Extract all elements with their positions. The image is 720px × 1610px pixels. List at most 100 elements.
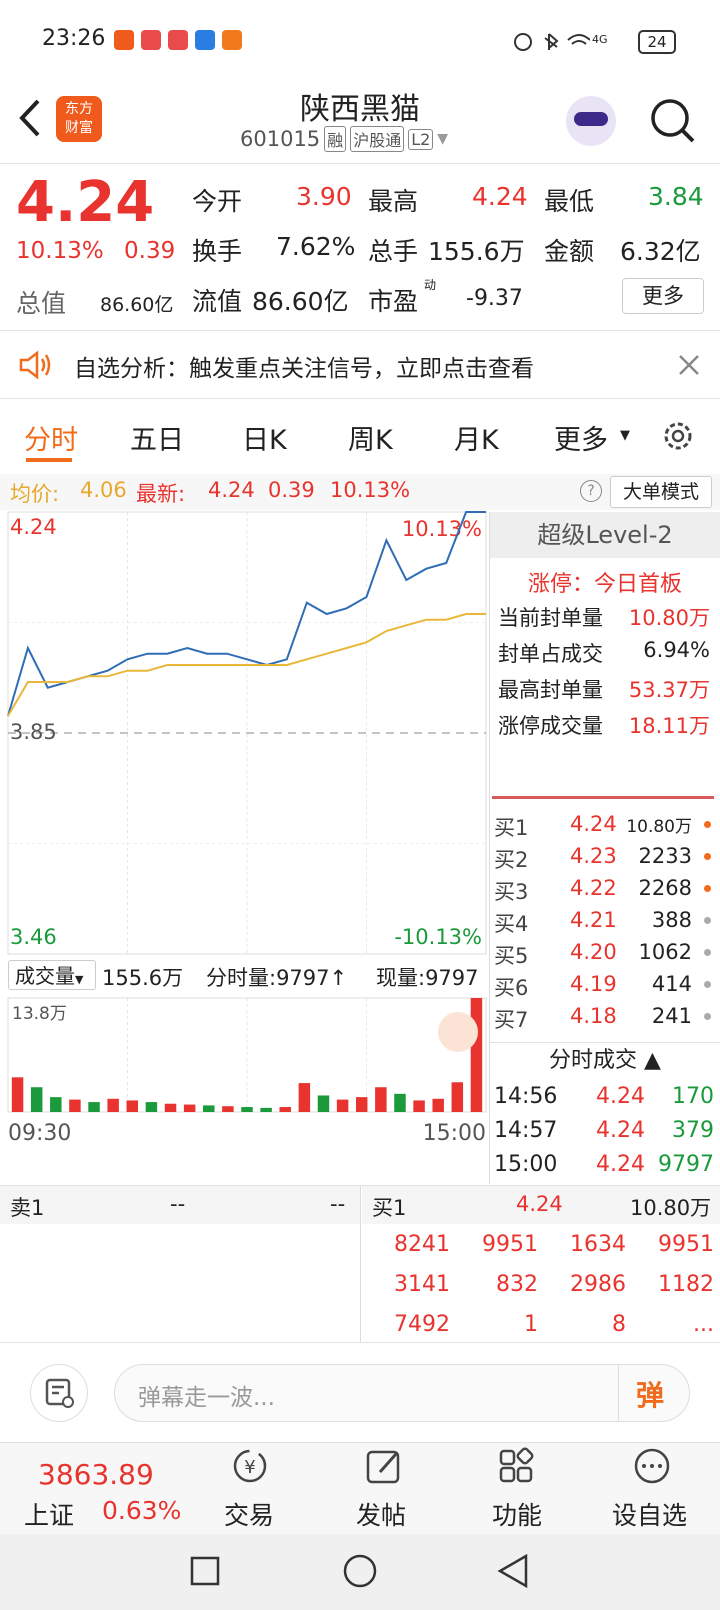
system-buttons[interactable] — [186, 1550, 546, 1594]
dropdown-arrow: ▼ — [620, 428, 630, 443]
volume-bar — [183, 1104, 196, 1112]
tick-time: 14:57 — [494, 1118, 558, 1143]
book-volume: 241 — [651, 1004, 692, 1028]
field-label: 最高 — [368, 187, 419, 216]
index-value[interactable]: 3863.89 — [38, 1458, 154, 1491]
tab[interactable]: 日K — [242, 425, 287, 456]
price-chart: 4.24 3.85 3.46 10.13% -10.13% — [7, 511, 487, 955]
latest-change-pct: 10.13% — [330, 478, 411, 502]
app-logo[interactable]: 东方 财富 — [56, 96, 102, 142]
speaker-icon — [19, 350, 51, 380]
queue-cell: 3141 — [394, 1272, 450, 1297]
panel-divider — [489, 512, 490, 1184]
mode-button[interactable]: 大单模式 — [610, 476, 712, 508]
avg-value: 4.06 — [80, 478, 127, 502]
ticks-header[interactable]: 分时成交 ▲ — [490, 1042, 720, 1079]
tick-price: 4.24 — [596, 1118, 645, 1143]
back-button[interactable] — [14, 98, 44, 138]
logo-text: 东方 — [65, 101, 93, 117]
field-label: 金额 — [544, 237, 595, 266]
queue-cell: 1182 — [658, 1272, 714, 1297]
banner-text[interactable]: 自选分析：触发重点关注信号，立即点击查看 — [74, 356, 534, 382]
close-button[interactable] — [678, 354, 700, 376]
volume-bar — [222, 1106, 234, 1112]
assistant-avatar[interactable] — [566, 96, 616, 146]
nav-item[interactable]: 功能 — [492, 1501, 543, 1530]
buy-header-bg — [362, 1186, 720, 1224]
field-value: 6.32亿 — [620, 237, 701, 266]
divider — [0, 398, 720, 399]
y-tick-label: 3.46 — [10, 925, 57, 949]
level2-value: 18.11万 — [628, 714, 710, 738]
change-pct: 10.13% — [16, 238, 104, 264]
status-icons — [514, 33, 590, 51]
system-nav — [0, 1534, 720, 1610]
input-divider — [618, 1364, 619, 1422]
level2-title[interactable]: 超级Level-2 — [490, 512, 720, 558]
volume-selector[interactable]: 成交量▼ — [8, 960, 96, 990]
tick-volume: 9797 — [658, 1152, 714, 1177]
danmaku-settings[interactable] — [30, 1364, 88, 1422]
book-dot — [704, 853, 711, 860]
y-tick-label: 4.24 — [10, 515, 57, 539]
volume-bar — [30, 1087, 43, 1112]
queue-cell: 1634 — [570, 1232, 626, 1257]
queue-cell: 8 — [612, 1312, 626, 1337]
tab[interactable]: 更多 — [554, 425, 608, 456]
nav-item[interactable]: 发帖 — [356, 1501, 407, 1530]
tab[interactable]: 分时 — [24, 425, 78, 456]
stock-name: 陕西黑猫 — [300, 92, 420, 127]
help-icon[interactable]: ? — [580, 480, 602, 502]
x-tick-label: 09:30 — [8, 1121, 71, 1146]
divider — [0, 163, 720, 164]
field-label: 总值 — [16, 289, 67, 318]
volume-bar — [355, 1097, 368, 1112]
y-tick-label: 13.8万 — [12, 1004, 67, 1024]
book-price: 4.23 — [570, 844, 617, 868]
change: 0.39 — [124, 238, 176, 264]
book-label: 买7 — [494, 1008, 529, 1032]
index-pct: 0.63% — [102, 1496, 182, 1525]
volume-bar — [241, 1107, 253, 1112]
avg-label: 均价: — [10, 482, 60, 506]
danmaku-button[interactable]: 弹 — [636, 1379, 665, 1412]
nav-item[interactable]: 设自选 — [612, 1501, 688, 1530]
sell-volume: -- — [330, 1192, 346, 1216]
tag: L2 — [408, 128, 434, 150]
comment-input[interactable] — [114, 1364, 690, 1422]
volume-bar — [375, 1087, 387, 1112]
volume-bar — [317, 1095, 330, 1112]
volume-bar — [203, 1105, 215, 1112]
svg-text:¥: ¥ — [244, 1457, 255, 1478]
settings-button[interactable] — [660, 418, 696, 454]
tab[interactable]: 月K — [454, 425, 499, 456]
function-icon — [499, 1447, 534, 1483]
more-button[interactable]: 更多 — [622, 278, 704, 314]
logo-text: 财富 — [65, 120, 93, 136]
tick-volume: 379 — [672, 1118, 714, 1143]
tab[interactable]: 五日 — [130, 425, 184, 456]
book-dot — [704, 981, 711, 988]
sell-label: 卖1 — [10, 1196, 45, 1220]
y-tick-label: 3.85 — [10, 720, 57, 744]
volume-bar — [336, 1099, 349, 1112]
volume-bar — [298, 1083, 311, 1112]
tick-time: 15:00 — [494, 1152, 558, 1177]
tab[interactable]: 周K — [348, 425, 393, 456]
nav-item[interactable]: 交易 — [224, 1501, 275, 1530]
book-price: 4.20 — [570, 940, 617, 964]
field-label: 流值 — [192, 287, 243, 316]
queue-cell: ... — [693, 1312, 714, 1337]
field-label: 今开 — [192, 187, 243, 216]
field-value: 3.90 — [296, 182, 352, 211]
level2-label: 最高封单量 — [498, 678, 603, 702]
queue-cell: 9951 — [482, 1232, 538, 1257]
book-price: 4.21 — [570, 908, 617, 932]
book-dot — [704, 821, 711, 828]
post-icon — [366, 1450, 400, 1484]
book-label: 买3 — [494, 880, 529, 904]
search-button[interactable] — [648, 96, 698, 146]
battery: 24 — [638, 30, 676, 54]
book-dot — [704, 885, 711, 892]
